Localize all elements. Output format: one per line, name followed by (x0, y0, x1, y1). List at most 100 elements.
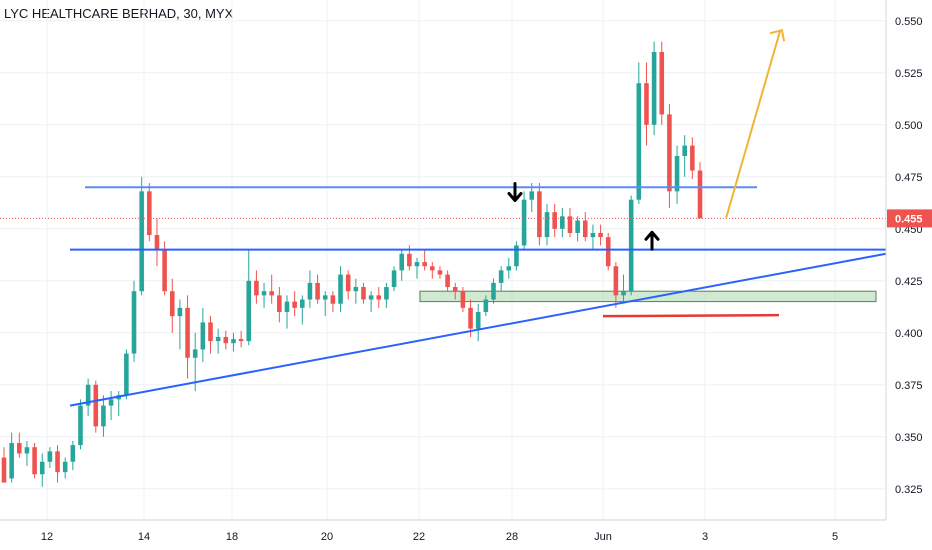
projection-arrowhead-icon (769, 28, 785, 42)
candle-body (70, 445, 76, 462)
candle-body (690, 145, 695, 171)
candle-body (529, 191, 535, 200)
candle-body (208, 322, 213, 342)
candle-body (62, 461, 68, 473)
chart-title: LYC HEALTHCARE BERHAD, 30, MYX (4, 6, 234, 21)
candle-body (1, 457, 7, 483)
candle-body (582, 220, 588, 238)
candle-body (498, 270, 504, 283)
candle-body (590, 232, 596, 238)
grid-lines (0, 0, 886, 520)
candle-body (491, 282, 496, 300)
red-support-line (602, 313, 780, 318)
candle-body (131, 291, 137, 354)
candle-body (246, 280, 252, 342)
candle-body (17, 443, 22, 454)
y-tick-label: 0.425 (895, 276, 923, 288)
x-tick-label: 12 (41, 531, 53, 543)
y-tick-label: 0.550 (895, 16, 923, 28)
candle-body (376, 295, 382, 300)
projection-arrow (725, 30, 781, 219)
y-tick-label: 0.375 (895, 380, 923, 392)
candle-body (108, 399, 114, 406)
x-tick-label: 28 (506, 531, 518, 543)
candle-body (101, 405, 106, 427)
candle-body (185, 307, 190, 358)
x-tick-label: Jun (594, 531, 612, 543)
candle-body (269, 291, 274, 296)
candle-body (292, 301, 297, 308)
candle-body (361, 287, 366, 300)
candle-body (552, 212, 557, 229)
candle-body (506, 266, 512, 271)
last-price-label: 0.455 (895, 213, 923, 225)
candle-body (514, 245, 519, 267)
candle-body (299, 299, 305, 308)
y-tick-label: 0.400 (895, 328, 923, 340)
candle-body (628, 199, 634, 292)
candle-body (223, 336, 229, 344)
x-tick-label: 18 (226, 531, 238, 543)
candle-body (567, 216, 573, 233)
candle-body (338, 274, 343, 304)
candle-body (651, 52, 657, 125)
candle-body (682, 145, 687, 156)
candle-body (621, 291, 626, 296)
candle-body (460, 291, 466, 308)
ascending-trendline (69, 252, 887, 407)
annotations-background (419, 290, 877, 303)
candle-body (521, 199, 527, 246)
candle-body (345, 274, 351, 292)
candle-body (231, 339, 236, 344)
y-tick-label: 0.325 (895, 484, 923, 496)
candle-body (47, 451, 53, 462)
candle-body (613, 266, 619, 296)
candle-body (560, 216, 565, 229)
candle-body (284, 301, 290, 312)
candle-body (384, 287, 389, 300)
candle-body (315, 282, 320, 300)
candle-body (9, 443, 14, 479)
candle-body (368, 295, 374, 300)
y-tick-label: 0.350 (895, 432, 923, 444)
annotations (0, 28, 887, 407)
candle-body (169, 291, 175, 317)
candle-body (659, 52, 665, 115)
x-tick-label: 22 (413, 531, 425, 543)
candle-body (353, 287, 359, 292)
candle-body (598, 232, 603, 238)
arrow-up-icon (644, 230, 660, 251)
candle-body (667, 114, 672, 192)
candle-body (124, 353, 129, 396)
candle-body (78, 405, 83, 446)
candle-body (537, 191, 542, 238)
candle-body (544, 212, 550, 238)
candle-body (468, 307, 473, 329)
x-tick-label: 14 (138, 531, 150, 543)
candle-body (422, 262, 427, 267)
candle-body (674, 156, 680, 192)
candle-body (475, 312, 481, 329)
candle-body (330, 295, 336, 304)
candle-body (399, 253, 405, 271)
candle-body (644, 83, 649, 125)
candle-body (139, 191, 144, 292)
candle-body (215, 336, 221, 342)
candle-body (697, 170, 703, 219)
candle-body (254, 280, 259, 296)
candle-body (93, 384, 99, 427)
candle-body (407, 253, 412, 267)
x-tick-label: 5 (832, 531, 838, 543)
candle-body (575, 220, 580, 233)
candle-body (452, 287, 458, 292)
x-tick-label: 20 (321, 531, 333, 543)
candle-body (32, 447, 37, 475)
candle-body (200, 322, 206, 350)
candle-body (277, 295, 282, 312)
candle-body (147, 191, 152, 236)
candle-body (445, 274, 450, 288)
candle-body (177, 307, 183, 317)
candle-body (322, 295, 328, 300)
arrow-down-icon (507, 182, 523, 203)
